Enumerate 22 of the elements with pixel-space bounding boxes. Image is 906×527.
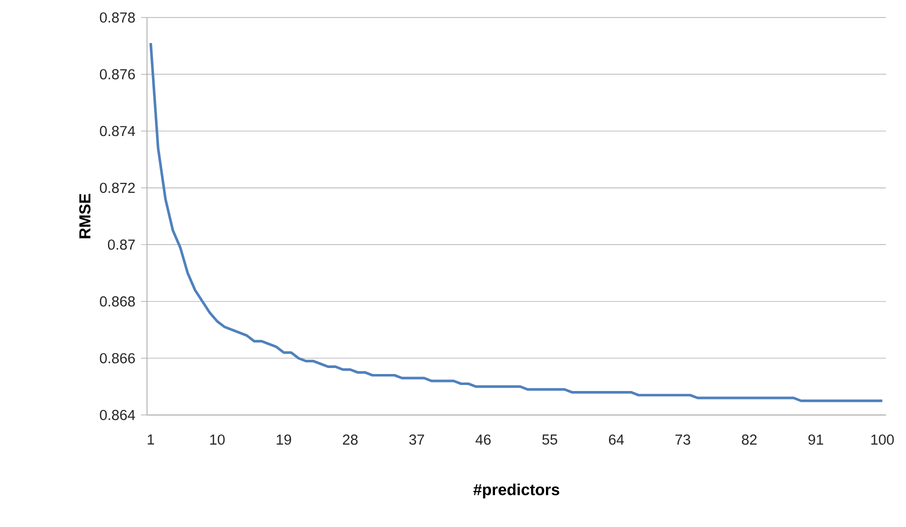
y-tick-label: 0.876: [100, 69, 135, 80]
x-tick-label: 19: [276, 434, 292, 445]
x-tick-label: 28: [342, 434, 358, 445]
x-tick-label: 10: [210, 434, 225, 445]
x-tick-label: 55: [542, 434, 558, 445]
y-tick-label: 0.864: [100, 410, 136, 420]
y-tick-label: 0.87: [108, 240, 135, 250]
x-tick-label: 73: [675, 434, 690, 445]
y-tick-label: 0.866: [100, 353, 135, 364]
y-tick-label: 0.874: [100, 126, 136, 136]
x-axis-title: #predictors: [473, 484, 560, 498]
y-axis-title: RMSE: [79, 194, 90, 238]
x-tick-label: 64: [608, 434, 624, 445]
x-tick-label: 46: [476, 434, 491, 445]
x-tick-label: 91: [808, 434, 824, 445]
x-tick-label: 1: [148, 434, 154, 444]
x-tick-label: 100: [871, 434, 894, 445]
y-tick-label: 0.872: [100, 182, 135, 193]
y-tick-label: 0.868: [100, 296, 135, 307]
x-tick-label: 82: [742, 434, 757, 445]
x-tick-label: 37: [409, 434, 424, 445]
y-tick-label: 0.878: [100, 12, 135, 23]
